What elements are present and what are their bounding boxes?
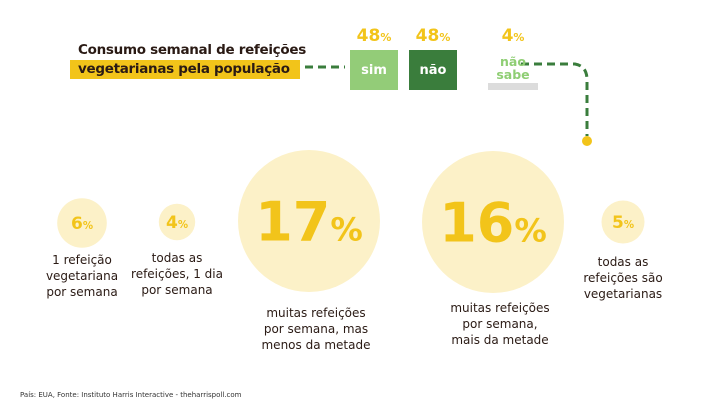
nao-sabe-label: não sabe <box>496 54 530 82</box>
description-line: mais da metade <box>451 333 549 347</box>
description-line: todas as <box>151 251 203 265</box>
nao-sabe-bar <box>488 83 538 90</box>
nao-box: não <box>409 50 457 90</box>
value-number: 4 <box>166 213 178 233</box>
connector-right <box>521 62 589 136</box>
bubble-description-3: muitas refeições por semana, mais da metad… <box>450 300 549 348</box>
value-number: 5 <box>612 213 624 233</box>
nao-sabe-percent: 4% <box>501 26 525 46</box>
description-line: muitas refeições <box>450 301 550 315</box>
sim-box: sim <box>350 50 398 90</box>
percent-sign: % <box>178 220 188 231</box>
bubble-value-1: 4% <box>166 213 188 233</box>
bubble-3 <box>422 151 564 293</box>
description-line: muitas refeições <box>266 306 366 320</box>
bubble-value-4: 5% <box>612 213 634 233</box>
title-highlight <box>70 60 300 79</box>
bubble-description-4: todas as refeições são vegetarianas <box>583 254 662 302</box>
value-number: 16 <box>439 191 514 254</box>
nao-percent: 48% <box>415 26 451 46</box>
bubble-0 <box>57 198 107 248</box>
percent-sign: % <box>330 210 362 248</box>
bubble-value-2: 17% <box>255 190 363 253</box>
bubble-description-2: muitas refeições por semana, mas menos da … <box>261 305 370 353</box>
description-line: menos da metade <box>261 338 371 352</box>
bubble-description-1: todas as refeições, 1 dia por semana <box>131 250 223 298</box>
nao-label: não <box>419 62 447 78</box>
description-line: refeições são <box>583 271 663 285</box>
bubble-4 <box>601 200 645 244</box>
bubble-2 <box>238 150 380 292</box>
description-line: por semana <box>46 285 118 299</box>
title-line-1: Consumo semanal de refeições <box>78 42 306 58</box>
description-line: 1 refeição <box>52 253 112 267</box>
description-line: por semana, <box>462 317 538 331</box>
bubble-value-3: 16% <box>439 191 547 254</box>
percent-sign: % <box>514 211 546 249</box>
connector-dot <box>582 136 592 146</box>
description-line: vegetarianas <box>583 287 663 301</box>
sim-percent: 48% <box>356 26 392 46</box>
bubble-description-0: 1 refeição vegetariana por semana <box>46 252 118 300</box>
bubble-value-0: 6% <box>71 214 93 234</box>
title-line-2: vegetarianas pela população <box>78 61 290 77</box>
description-line: por semana <box>141 283 213 297</box>
description-line: refeições, 1 dia <box>131 267 223 281</box>
source-footer: País: EUA, Fonte: Instituto Harris Inter… <box>20 391 242 399</box>
bubble-1 <box>158 203 196 241</box>
description-line: por semana, mas <box>263 322 369 336</box>
percent-sign: % <box>624 220 634 231</box>
sim-label: sim <box>361 62 387 78</box>
value-number: 17 <box>255 190 330 253</box>
description-line: vegetariana <box>45 269 119 283</box>
percent-sign: % <box>83 221 93 232</box>
description-line: todas as <box>597 255 649 269</box>
value-number: 6 <box>71 214 83 234</box>
